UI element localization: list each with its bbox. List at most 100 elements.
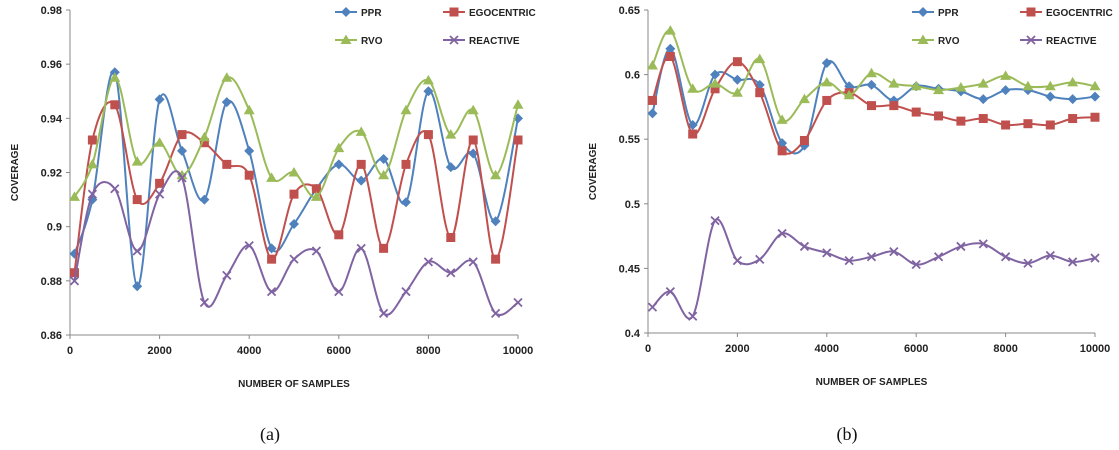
legend-marker-ppr [341,7,351,17]
data-point-reactive [755,254,765,264]
data-point-reactive [822,248,832,258]
legend-item-reactive: REACTIVE [443,35,520,47]
data-point-ppr [490,216,501,227]
data-point-reactive [777,228,787,239]
data-point-ppr [221,97,232,108]
data-point-rvo [1022,80,1034,91]
y-axis-title: COVERAGE [588,143,599,201]
legend-item-reactive: REACTIVE [1020,35,1097,47]
data-point-rvo [198,131,210,142]
data-point-ppr [821,57,832,68]
data-point-reactive [866,252,877,262]
data-point-rvo [512,99,524,109]
data-point-rvo [109,72,121,82]
data-point-rvo [664,25,676,35]
panel-caption: (b) [837,424,858,445]
data-point-egocentric [911,107,921,117]
data-point-egocentric [1068,114,1078,124]
data-point-rvo [154,137,166,147]
data-point-rvo [776,114,788,124]
x-tick-label: 8000 [993,343,1017,355]
data-point-egocentric [446,233,456,242]
data-point-ppr [710,69,721,80]
data-point-reactive [490,308,501,318]
data-point-rvo [798,93,810,104]
data-point-rvo [445,129,457,139]
data-point-egocentric [647,95,657,105]
data-point-egocentric [491,254,501,264]
data-point-ppr [445,162,456,173]
y-tick-label: 0.4 [625,328,641,340]
data-point-reactive [1090,253,1100,263]
data-point-reactive [468,257,478,267]
x-axis-title: NUMBER OF SAMPLES [816,377,928,388]
data-point-egocentric [87,135,97,145]
data-point-ppr [1000,85,1011,96]
data-point-egocentric [267,254,277,264]
data-point-reactive [132,246,142,256]
data-point-rvo [310,191,322,201]
data-point-egocentric [379,243,389,253]
data-point-egocentric [334,230,344,240]
y-tick-label: 0.6 [625,70,640,82]
legend-label-reactive: REACTIVE [469,36,520,47]
data-point-rvo [243,104,255,115]
data-point-ppr [866,79,877,90]
data-point-egocentric [1045,120,1055,130]
y-tick-label: 0.55 [619,134,640,146]
data-point-egocentric [199,138,209,148]
data-point-egocentric [423,130,433,140]
y-tick-label: 0.45 [619,263,640,275]
data-point-rvo [355,126,367,136]
legend-marker-rvo [917,34,929,44]
data-point-ppr [647,108,658,119]
data-point-ppr [687,119,698,130]
data-point-ppr [665,43,676,54]
data-point-reactive [665,287,675,297]
data-point-ppr [356,175,367,186]
data-point-egocentric [110,100,120,110]
x-tick-label: 10000 [1080,343,1111,355]
data-point-reactive [378,308,389,318]
data-point-rvo [910,80,922,91]
data-point-rvo [821,76,833,87]
x-tick-label: 4000 [815,343,839,355]
data-point-egocentric [69,268,79,278]
data-point-reactive [401,287,411,297]
legend-marker-ppr [918,7,928,17]
y-tick-label: 0.88 [41,276,62,288]
data-point-ppr [199,194,210,205]
data-point-egocentric [822,95,832,105]
y-tick-label: 0.5 [625,199,640,211]
data-point-rvo [221,72,233,82]
legend-marker-egocentric [1026,7,1036,17]
data-point-rvo [866,67,877,78]
data-point-egocentric [889,101,899,111]
data-point-rvo [843,89,855,100]
data-point-reactive [889,246,899,257]
data-point-ppr [132,281,143,292]
legend-label-egocentric: EGOCENTRIC [1046,8,1113,19]
data-point-reactive [154,189,165,199]
data-point-rvo [754,53,766,64]
data-point-egocentric [799,135,809,145]
data-point-reactive [647,302,658,312]
data-point-egocentric [777,146,787,156]
data-point-reactive [110,184,120,194]
data-point-reactive [446,268,456,278]
data-point-reactive [356,243,366,253]
x-tick-label: 2000 [147,345,171,357]
data-point-reactive [423,257,434,267]
data-point-rvo [1089,80,1101,91]
data-point-rvo [467,104,479,115]
data-point-egocentric [1023,119,1033,129]
x-tick-label: 10000 [503,345,534,357]
data-point-ppr [732,74,743,85]
y-tick-label: 0.98 [41,5,62,17]
data-point-reactive [87,189,98,199]
data-point-reactive [334,287,344,297]
data-point-ppr [244,145,255,156]
data-point-ppr [423,86,434,97]
data-point-rvo [176,169,188,180]
data-point-reactive [244,240,254,251]
